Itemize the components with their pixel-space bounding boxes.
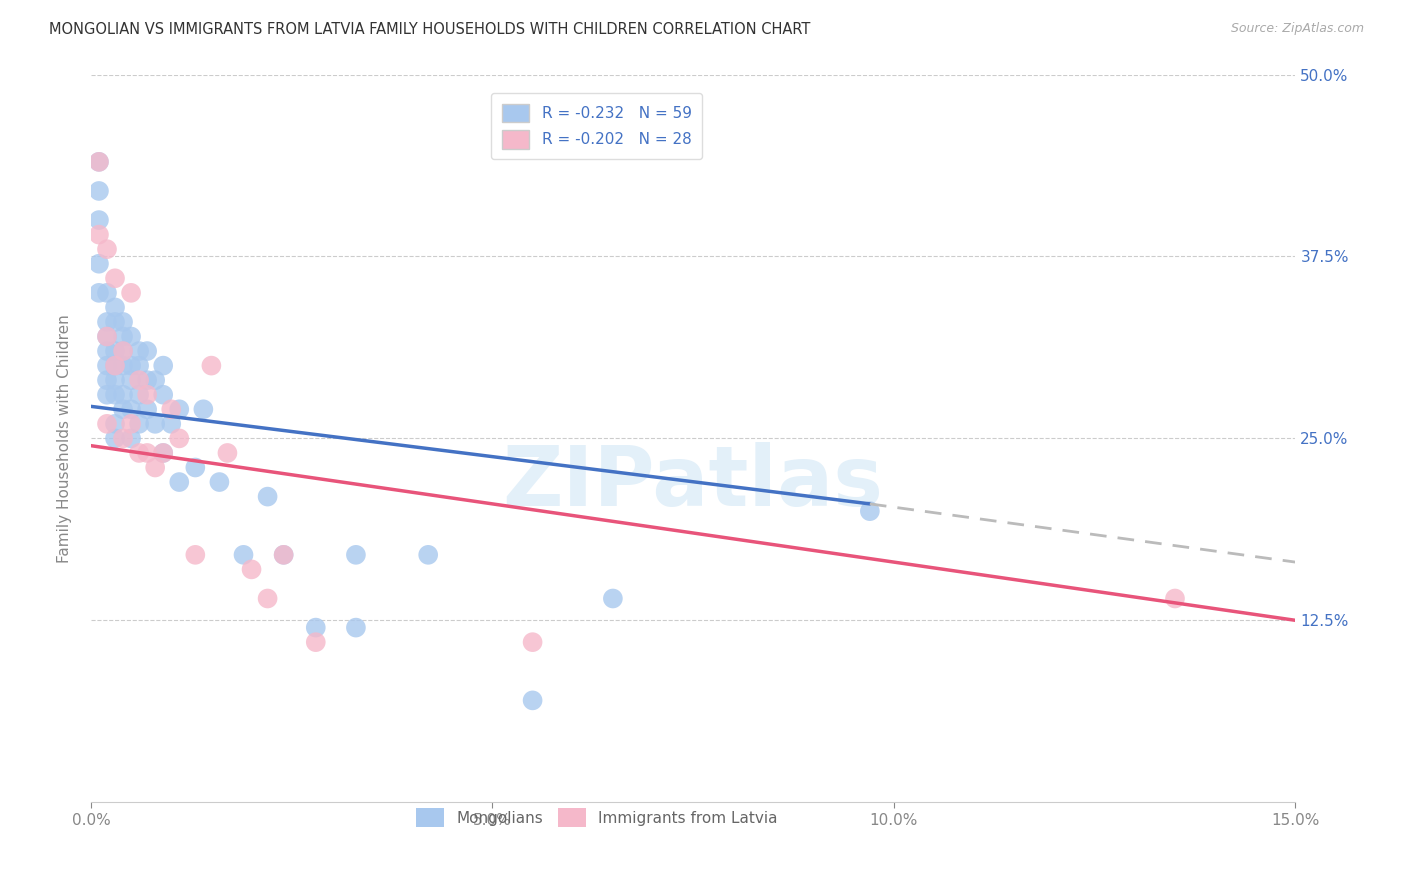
Point: [96, 373, 118, 387]
Point: [120, 373, 142, 387]
Point: [143, 460, 166, 475]
Point: [136, 402, 159, 417]
Point: [112, 431, 135, 445]
Point: [193, 402, 215, 417]
Point: [87, 213, 110, 227]
Point: [104, 271, 127, 285]
Point: [160, 402, 183, 417]
Point: [112, 329, 135, 343]
Point: [305, 621, 328, 635]
Point: [136, 344, 159, 359]
Point: [232, 548, 254, 562]
Point: [87, 184, 110, 198]
Point: [104, 373, 127, 387]
Point: [112, 315, 135, 329]
Text: MONGOLIAN VS IMMIGRANTS FROM LATVIA FAMILY HOUSEHOLDS WITH CHILDREN CORRELATION : MONGOLIAN VS IMMIGRANTS FROM LATVIA FAMI…: [49, 22, 811, 37]
Point: [120, 402, 142, 417]
Point: [104, 359, 127, 373]
Point: [256, 490, 278, 504]
Point: [96, 359, 118, 373]
Point: [96, 388, 118, 402]
Point: [167, 475, 190, 489]
Point: [418, 548, 440, 562]
Point: [128, 359, 150, 373]
Point: [859, 504, 882, 518]
Point: [112, 388, 135, 402]
Point: [96, 329, 118, 343]
Point: [152, 359, 174, 373]
Point: [120, 417, 142, 431]
Point: [160, 417, 183, 431]
Point: [112, 359, 135, 373]
Point: [112, 344, 135, 359]
Point: [152, 388, 174, 402]
Point: [96, 344, 118, 359]
Point: [208, 475, 231, 489]
Point: [104, 315, 127, 329]
Point: [136, 446, 159, 460]
Point: [305, 635, 328, 649]
Point: [344, 621, 367, 635]
Point: [152, 446, 174, 460]
Point: [104, 344, 127, 359]
Point: [143, 373, 166, 387]
Point: [87, 285, 110, 300]
Point: [128, 344, 150, 359]
Point: [104, 388, 127, 402]
Point: [96, 285, 118, 300]
Point: [128, 446, 150, 460]
Point: [104, 301, 127, 315]
Point: [152, 446, 174, 460]
Point: [87, 154, 110, 169]
Point: [120, 359, 142, 373]
Point: [87, 227, 110, 242]
Point: [136, 388, 159, 402]
Point: [240, 562, 263, 576]
Point: [136, 373, 159, 387]
Point: [184, 548, 207, 562]
Text: Source: ZipAtlas.com: Source: ZipAtlas.com: [1230, 22, 1364, 36]
Point: [128, 417, 150, 431]
Point: [96, 417, 118, 431]
Point: [200, 359, 222, 373]
Point: [128, 388, 150, 402]
Point: [522, 635, 544, 649]
Point: [128, 373, 150, 387]
Point: [167, 402, 190, 417]
Point: [112, 344, 135, 359]
Point: [167, 431, 190, 445]
Point: [112, 402, 135, 417]
Text: ZIPatlas: ZIPatlas: [503, 442, 884, 523]
Point: [87, 257, 110, 271]
Point: [602, 591, 624, 606]
Y-axis label: Family Households with Children: Family Households with Children: [58, 314, 72, 563]
Point: [120, 431, 142, 445]
Point: [273, 548, 295, 562]
Point: [104, 417, 127, 431]
Point: [273, 548, 295, 562]
Point: [143, 417, 166, 431]
Legend: Mongolians, Immigrants from Latvia: Mongolians, Immigrants from Latvia: [409, 801, 785, 835]
Point: [104, 359, 127, 373]
Point: [120, 285, 142, 300]
Point: [120, 329, 142, 343]
Point: [96, 315, 118, 329]
Point: [344, 548, 367, 562]
Point: [96, 242, 118, 256]
Point: [104, 431, 127, 445]
Point: [256, 591, 278, 606]
Point: [96, 329, 118, 343]
Point: [184, 460, 207, 475]
Point: [87, 154, 110, 169]
Point: [217, 446, 239, 460]
Point: [1164, 591, 1187, 606]
Point: [522, 693, 544, 707]
